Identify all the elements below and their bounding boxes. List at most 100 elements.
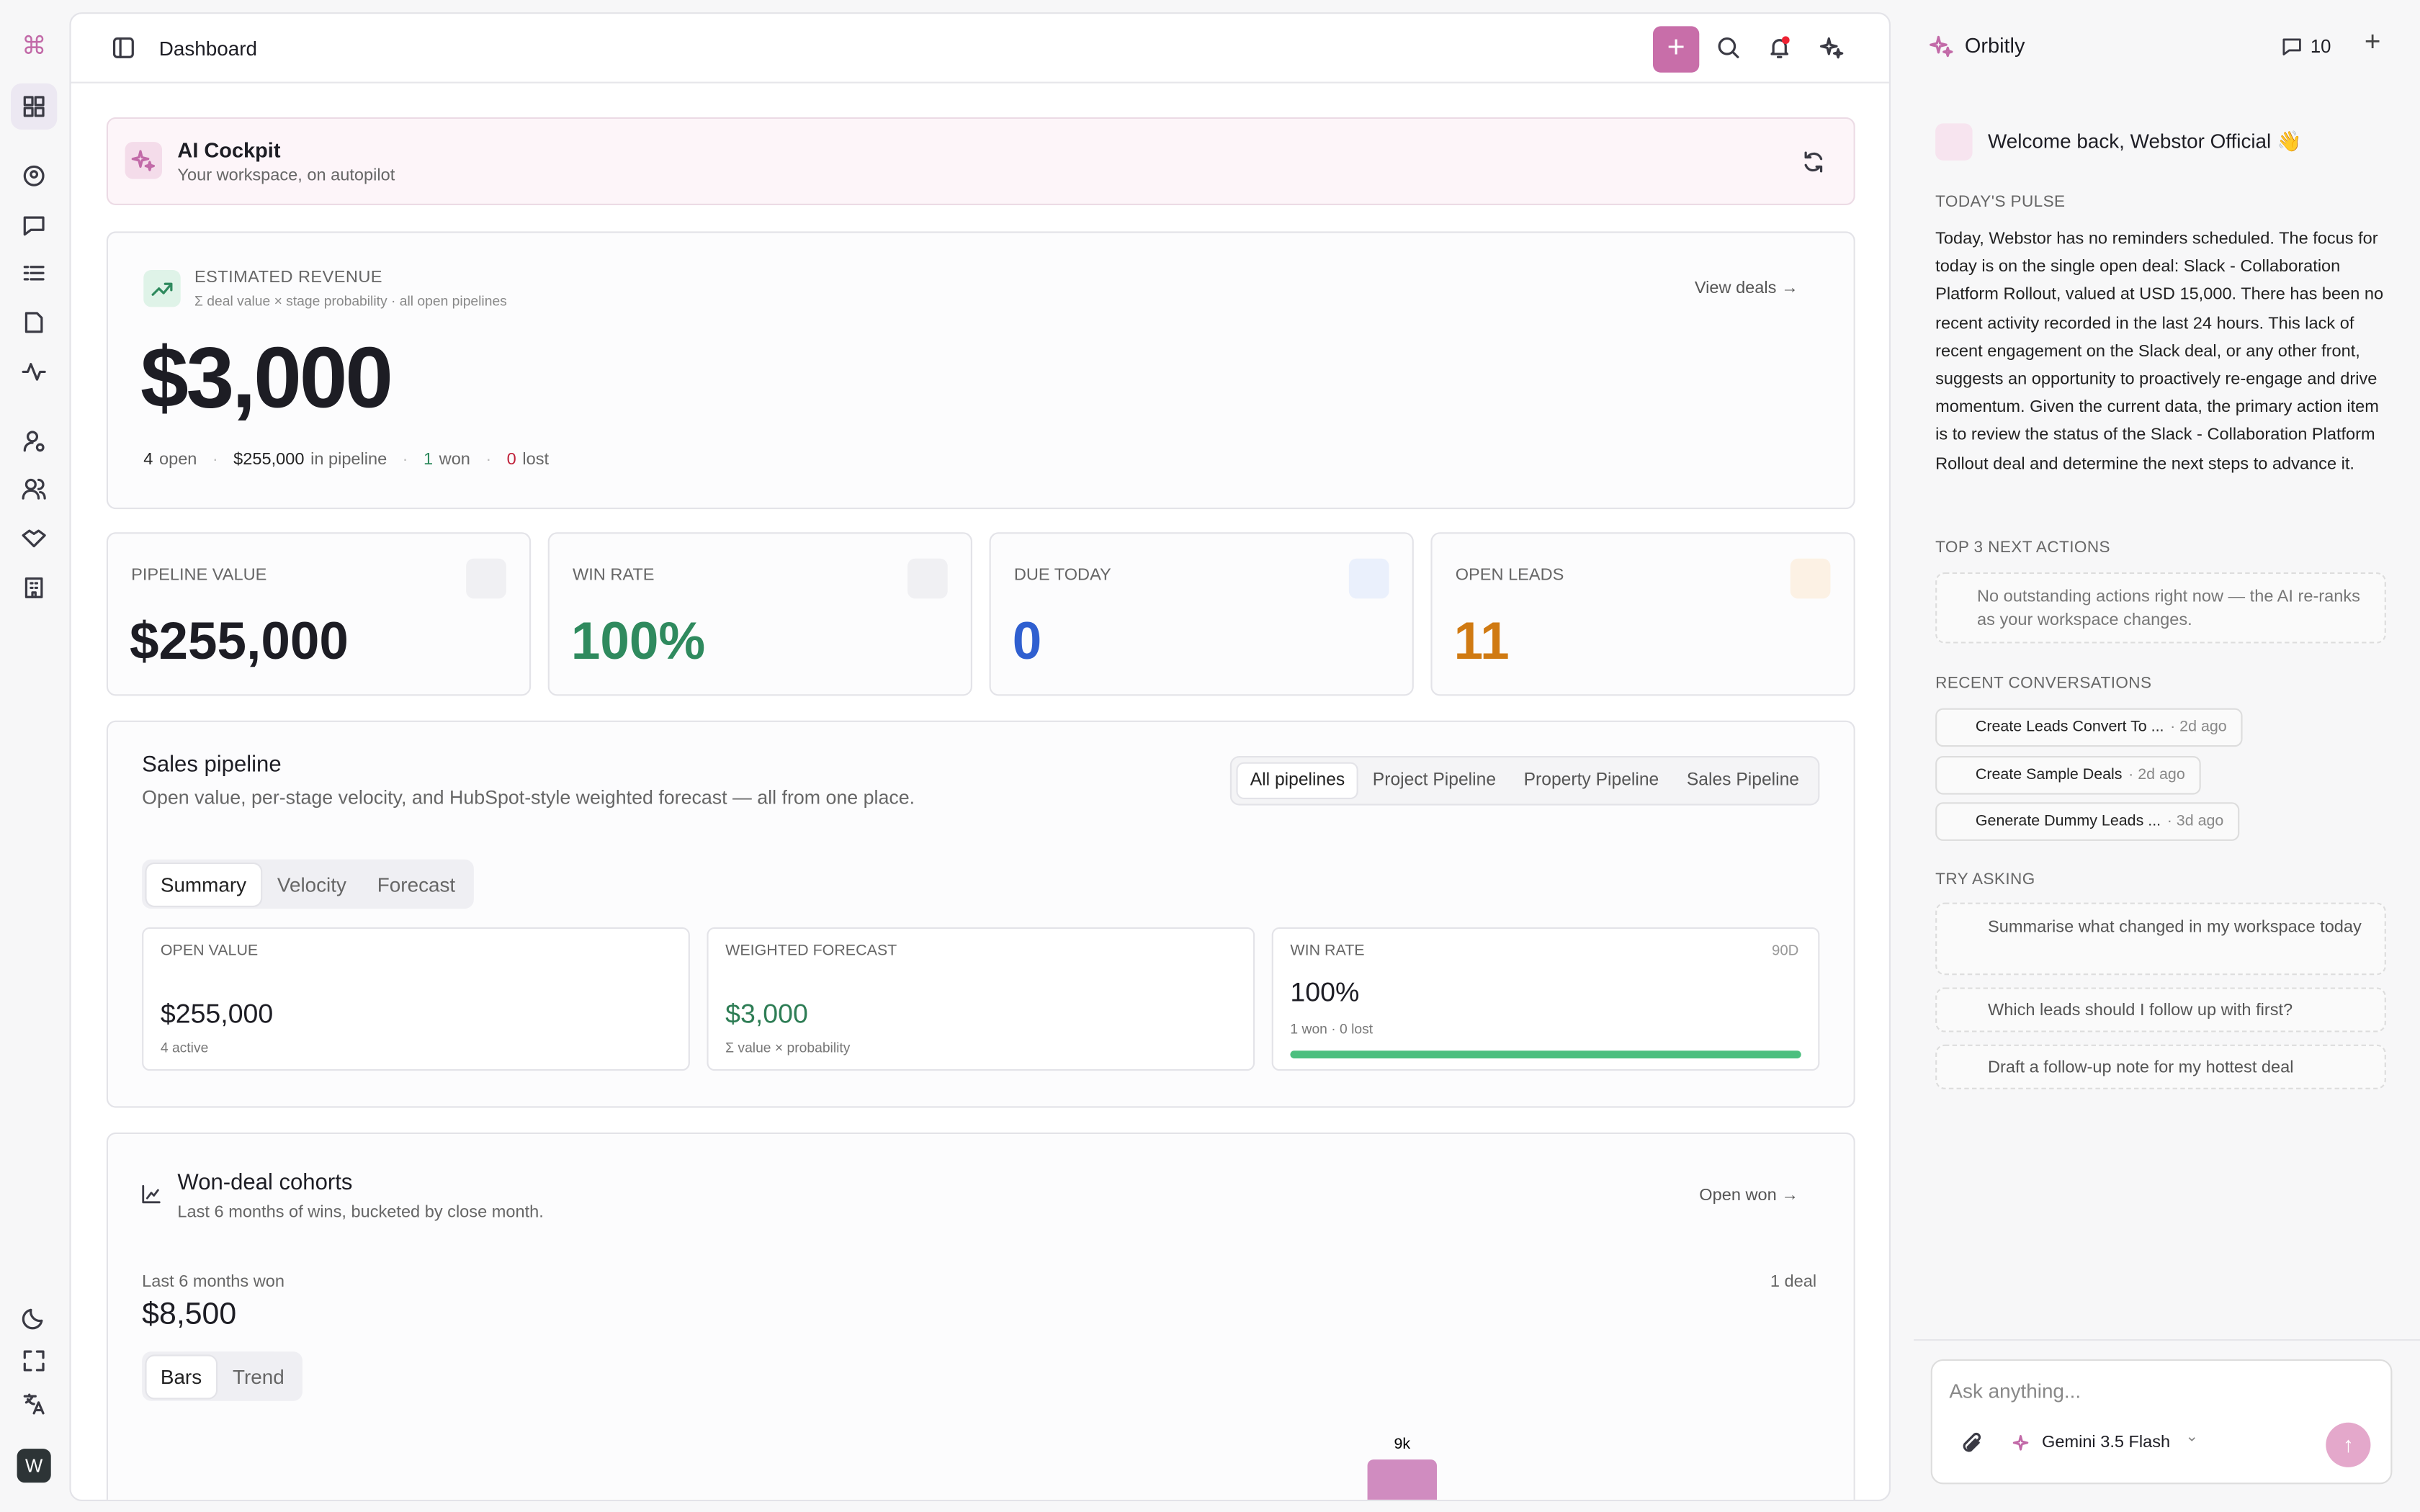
view-deals[interactable]: View deals → <box>1694 279 1798 298</box>
new-chat[interactable]: + <box>2364 26 2381 58</box>
pipeline-filter[interactable]: Sales Pipeline <box>1686 771 1800 791</box>
model-chevron[interactable]: ⌄ <box>2185 1428 2199 1446</box>
conversation-time[interactable]: · 3d ago <box>2166 813 2224 830</box>
assistant-title: Orbitly <box>1964 34 2025 58</box>
cohorts-summary-value: $8,500 <box>142 1297 237 1332</box>
metric-value: 100% <box>1290 976 1360 1008</box>
nav-icon[interactable] <box>22 213 46 238</box>
language[interactable] <box>22 1392 46 1416</box>
pipeline-title: Sales pipeline <box>142 752 282 778</box>
kpi-icon <box>1790 558 1831 599</box>
assistant-logo <box>1930 35 1953 58</box>
assistant-panel: Orbitly 10 + Welcome back, Webstor Offic… <box>1914 0 2420 1512</box>
fullscreen[interactable] <box>22 1349 46 1373</box>
pipeline-filters: All pipelines Project Pipeline Property Pi… <box>1229 756 1819 806</box>
sidebar-toggle[interactable] <box>111 35 135 60</box>
tab[interactable]: Trend <box>233 1364 284 1388</box>
kpi-card <box>106 532 532 696</box>
try-heading: TRY ASKING <box>1935 870 2035 889</box>
metric-label: WIN RATE <box>1290 942 1365 960</box>
metric-label: OPEN VALUE <box>160 942 259 960</box>
cohorts-count: 1 deal <box>1770 1272 1817 1292</box>
suggestion-text[interactable]: Summarise what changed in my workspace t… <box>1988 918 2362 937</box>
tab[interactable]: Velocity <box>277 872 346 896</box>
suggestion-text[interactable]: Draft a follow-up note for my hottest de… <box>1988 1058 2294 1077</box>
pipeline-filter[interactable]: Project Pipeline <box>1372 771 1497 791</box>
nav-icon[interactable] <box>22 359 46 384</box>
conversation-chip[interactable]: Create Sample Deals · 2d ago <box>1935 755 2201 794</box>
pipeline-filter[interactable]: All pipelines <box>1237 763 1358 798</box>
cohorts-subtitle: Last 6 months of wins, bucketed by close… <box>177 1203 544 1223</box>
kpi-card <box>989 532 1414 696</box>
nav-active[interactable] <box>11 83 58 130</box>
sidebar: ⌘ W <box>0 0 68 1512</box>
conversation-chip[interactable]: Generate Dummy Leads ... · 3d ago <box>1935 802 2239 841</box>
suggestion[interactable]: Draft a follow-up note for my hottest de… <box>1935 1044 2386 1089</box>
conversation-time[interactable]: · 2d ago <box>2170 719 2227 737</box>
revenue-stats: 4 open · $255,000 in pipeline · 1 won · 0 lost <box>143 451 549 469</box>
nav-icon[interactable] <box>22 310 46 335</box>
suggestion[interactable]: Summarise what changed in my workspace t… <box>1935 902 2386 976</box>
suggestion[interactable]: Which leads should I follow up with firs… <box>1935 987 2386 1032</box>
metric-note: Σ value × probability <box>725 1040 851 1056</box>
notifications[interactable] <box>1767 35 1792 60</box>
progress-bar <box>1290 1050 1801 1058</box>
welcome: Welcome back, Webstor Official 👋 <box>1988 130 2302 153</box>
cohorts-title: Won-deal cohorts <box>177 1171 353 1196</box>
model-name[interactable]: Gemini 3.5 Flash <box>2042 1433 2171 1452</box>
view-deals-text[interactable]: View deals <box>1694 279 1777 298</box>
open-won[interactable]: Open won → <box>1699 1186 1798 1205</box>
theme-toggle[interactable] <box>22 1305 46 1330</box>
tab[interactable]: Bars <box>146 1355 216 1398</box>
kpi-card <box>1430 532 1855 696</box>
chat-input[interactable] <box>1930 1359 2393 1485</box>
refresh[interactable] <box>1801 150 1826 174</box>
send[interactable]: ↑ <box>2326 1422 2371 1467</box>
open-won-text[interactable]: Open won <box>1699 1186 1777 1205</box>
model-icon[interactable] <box>2012 1434 2034 1455</box>
nav-icon[interactable] <box>22 575 46 600</box>
cohorts-icon <box>142 1184 161 1204</box>
conversation-title[interactable]: Create Leads Convert To ... <box>1975 719 2164 737</box>
tab[interactable]: Summary <box>146 863 261 905</box>
nav-icon[interactable] <box>22 526 46 551</box>
metric-note: 4 active <box>160 1040 209 1056</box>
avatar[interactable]: W <box>17 1449 51 1483</box>
revenue-label: ESTIMATED REVENUE <box>194 268 382 287</box>
input-placeholder[interactable]: Ask anything... <box>1949 1379 2081 1403</box>
stat-value: 0 <box>506 450 516 469</box>
kpi-label: DUE TODAY <box>1013 566 1111 585</box>
chat-count[interactable]: 10 <box>2310 35 2331 58</box>
kpi-icon <box>466 558 506 599</box>
kpi-value: 11 <box>1453 612 1510 672</box>
actions-empty: No outstanding actions right now — the A… <box>1935 572 2386 644</box>
tab[interactable]: Forecast <box>377 872 456 896</box>
suggestion-text[interactable]: Which leads should I follow up with firs… <box>1988 1001 2293 1020</box>
stat-label: open <box>158 450 197 469</box>
nav-icon[interactable] <box>22 163 46 188</box>
pipeline-tabs: Summary Velocity Forecast <box>142 859 474 909</box>
main-panel: Dashboard + AI Cockpit Your workspace, o… <box>69 12 1891 1502</box>
metric-badge: 90D <box>1772 942 1799 960</box>
conversation-title[interactable]: Generate Dummy Leads ... <box>1975 813 2161 830</box>
actions-heading: TOP 3 NEXT ACTIONS <box>1935 538 2110 557</box>
conversation-title[interactable]: Create Sample Deals <box>1975 765 2123 783</box>
conversations-heading: RECENT CONVERSATIONS <box>1935 674 2152 693</box>
nav-icon[interactable] <box>22 261 46 285</box>
pulse-heading: TODAY'S PULSE <box>1935 192 2066 212</box>
chat-count-icon[interactable] <box>2281 35 2303 57</box>
pipeline-filter[interactable]: Property Pipeline <box>1523 771 1659 791</box>
cohorts-card <box>106 1132 1855 1500</box>
add-button[interactable]: + <box>1653 26 1700 73</box>
nav-icon[interactable] <box>22 477 46 501</box>
nav-icon[interactable] <box>22 94 46 119</box>
nav-icon[interactable] <box>22 429 46 454</box>
conversation-chip[interactable]: Create Leads Convert To ... · 2d ago <box>1935 708 2243 747</box>
conversation-time[interactable]: · 2d ago <box>2128 765 2185 783</box>
attach[interactable] <box>1960 1432 1984 1457</box>
stat-value: $255,000 <box>233 450 305 469</box>
search[interactable] <box>1716 35 1741 60</box>
kpi-value: 0 <box>1012 612 1042 672</box>
ai-button[interactable] <box>1819 35 1844 60</box>
